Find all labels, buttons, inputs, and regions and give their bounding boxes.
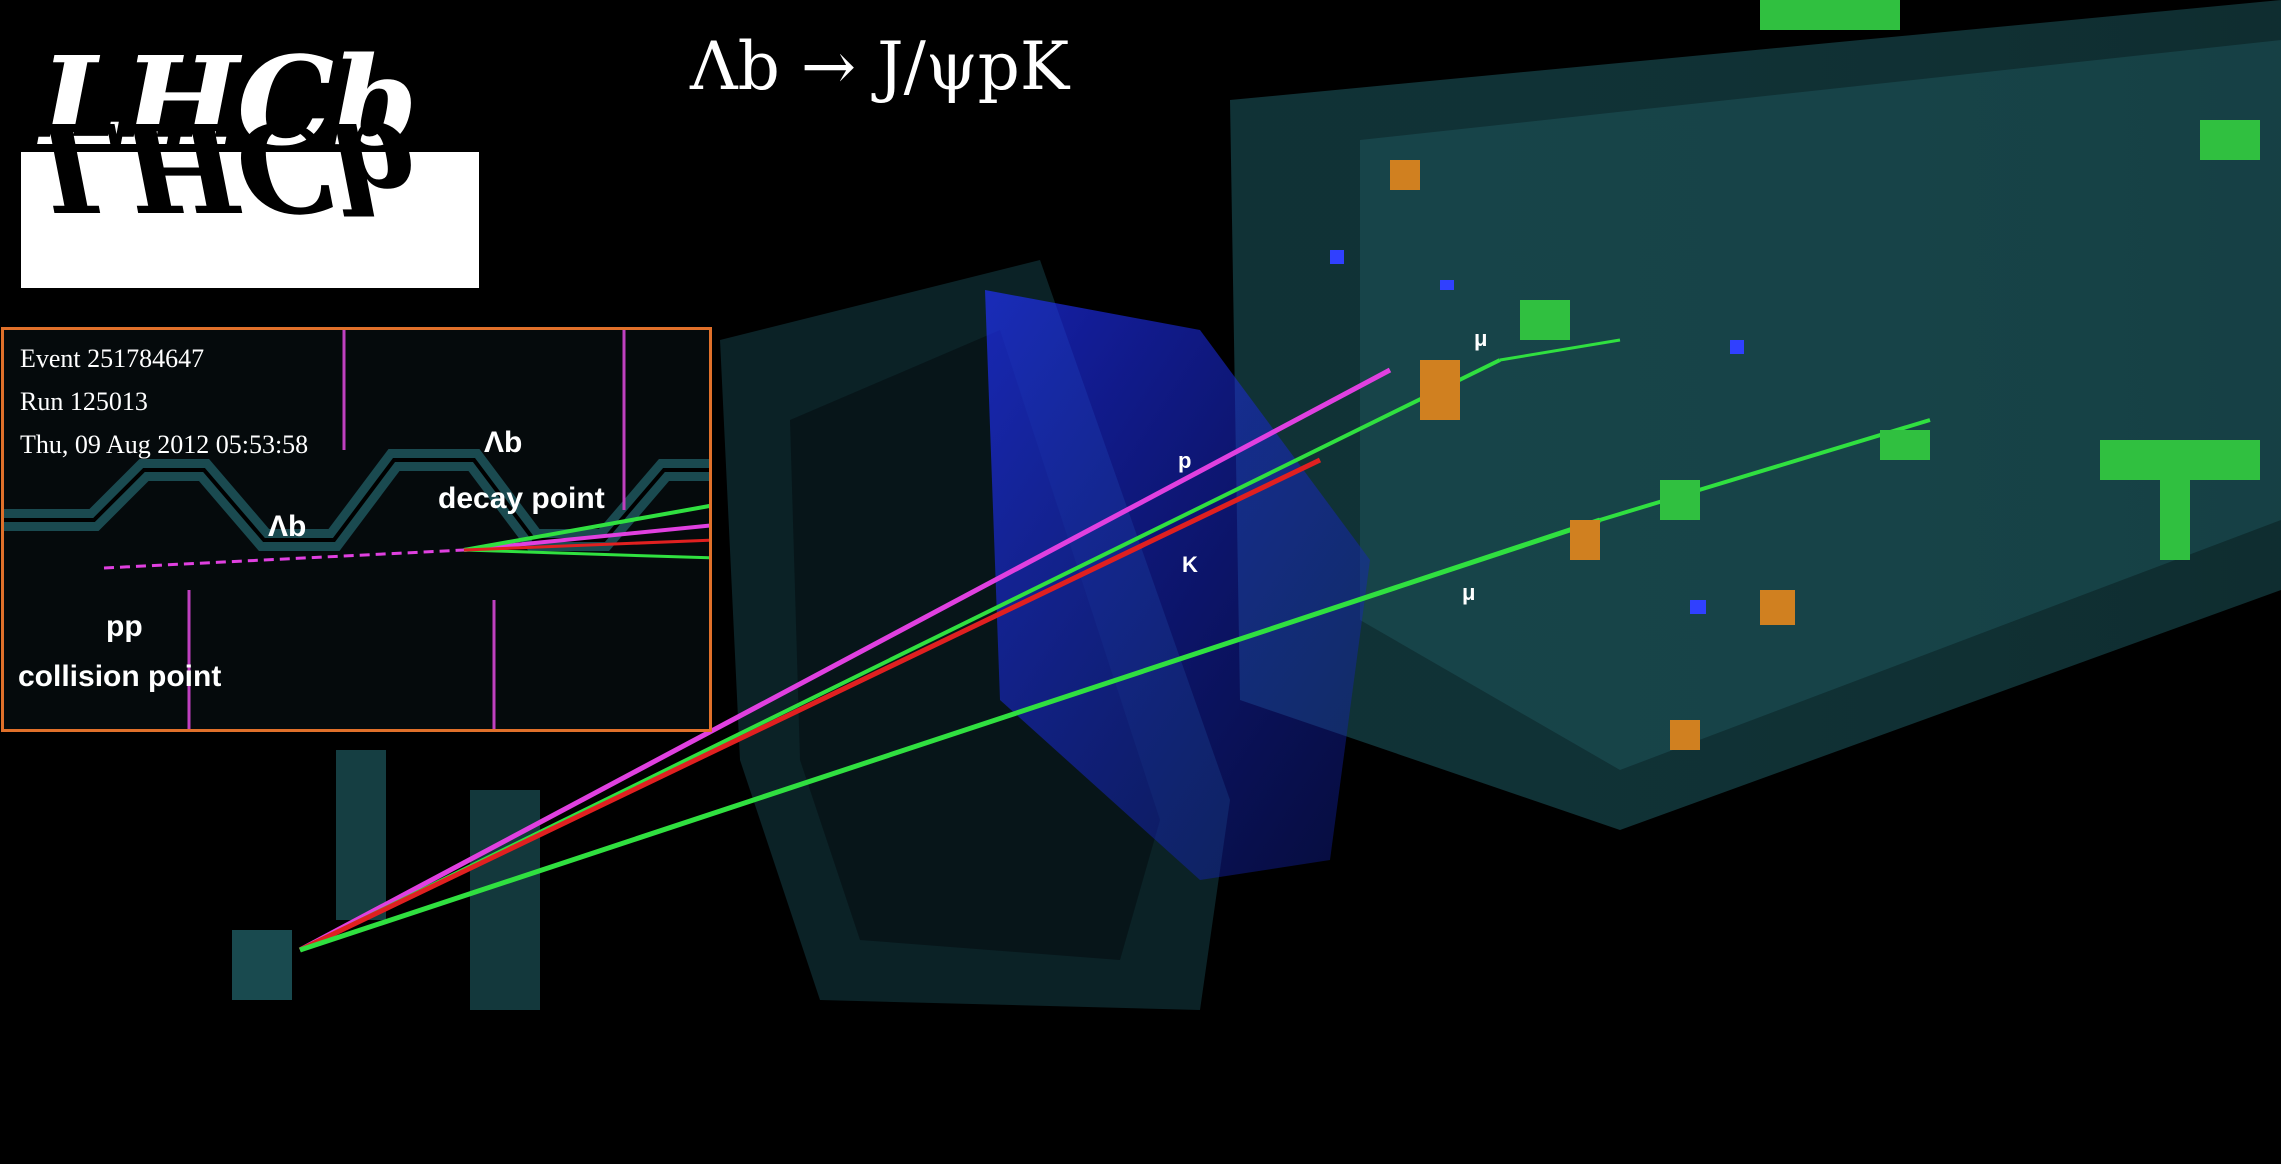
muon-hit (1760, 0, 1900, 30)
velo-station-1 (232, 930, 292, 1000)
muon-hit (2160, 470, 2190, 560)
inset-kaon (463, 538, 709, 552)
inset-muon (463, 504, 709, 552)
inset-lambda-b-flight (103, 548, 465, 570)
pp-label: pp (106, 610, 143, 643)
event-number: Event 251784647 (20, 344, 205, 373)
muon-hit (1520, 300, 1570, 340)
run-number: Run 125013 (20, 387, 148, 416)
muon-station-wall (1230, 0, 2281, 830)
calorimeter-hit (1670, 720, 1700, 750)
tracker-hit (1330, 250, 1344, 264)
calorimeter-wall (1360, 40, 2281, 770)
lhcb-logo-reflection: LHCb (40, 108, 416, 228)
calorimeter-hit (1390, 160, 1420, 190)
magnet-inner (790, 330, 1160, 960)
calorimeter-hit (1760, 590, 1795, 625)
muon-extension-top (1499, 338, 1621, 362)
inset-detector (4, 330, 709, 729)
collision-point-label: collision point (18, 660, 222, 693)
muon-label-bottom: μ (1462, 580, 1476, 605)
proton-label: p (1178, 448, 1192, 473)
kaon-label: K (1182, 552, 1198, 577)
inset-proton (463, 523, 709, 552)
lhcb-logo: LHCb (40, 29, 417, 173)
calorimeter-hit (1420, 360, 1460, 420)
event-timestamp: Thu, 09 Aug 2012 05:53:58 (20, 430, 309, 459)
muon-hit (1660, 480, 1700, 520)
muon-label-top: μ (1474, 326, 1488, 351)
velo-rf-foil (4, 449, 709, 551)
velo-station-3 (470, 790, 540, 1010)
velo-station-2 (336, 750, 386, 920)
kaon-track (298, 457, 1322, 953)
muon-track-bottom (299, 517, 1601, 953)
tracker-hit (1440, 280, 1454, 290)
lambda-b-track-label: Λb (268, 510, 307, 543)
calorimeter-hit (1570, 520, 1600, 560)
proton-track (298, 367, 1392, 953)
muon-hit (2200, 120, 2260, 160)
vertex-zoom-inset: Event 251784647 Run 125013 Thu, 09 Aug 2… (1, 327, 712, 732)
lhcb-logo-panel (21, 152, 479, 288)
decay-title: Λb → J/ψpK (690, 28, 1070, 105)
tracker-hit (1690, 600, 1706, 614)
lambda-b-decay-label: Λb (484, 426, 523, 459)
tracker-hit (1730, 340, 1744, 354)
inset-muon-2 (463, 548, 709, 560)
muon-extension-bottom (1599, 418, 1931, 522)
decay-point-label: decay point (438, 482, 605, 515)
tracker-station (985, 290, 1370, 880)
muon-hit (1880, 430, 1930, 460)
